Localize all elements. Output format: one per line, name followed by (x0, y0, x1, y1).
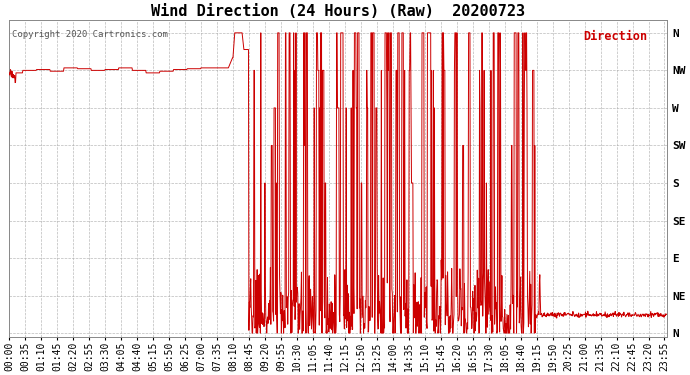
Title: Wind Direction (24 Hours) (Raw)  20200723: Wind Direction (24 Hours) (Raw) 20200723 (151, 4, 525, 19)
Text: Copyright 2020 Cartronics.com: Copyright 2020 Cartronics.com (12, 30, 168, 39)
Text: Direction: Direction (583, 30, 647, 43)
